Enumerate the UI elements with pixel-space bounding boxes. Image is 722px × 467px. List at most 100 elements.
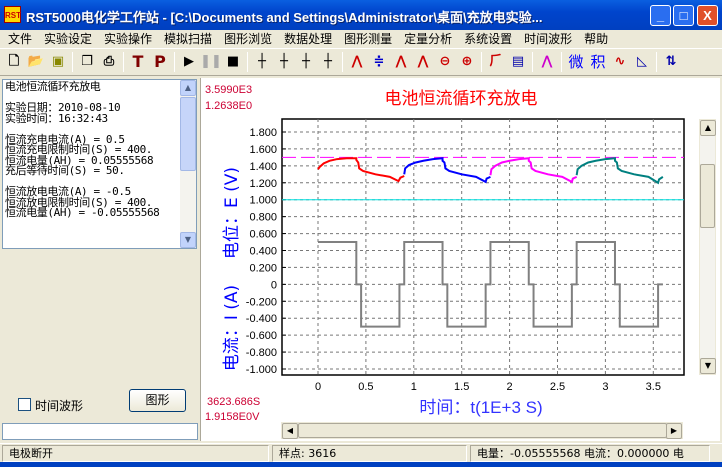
y-tick-label: -0.400: [246, 313, 277, 325]
scroll-thumb[interactable]: [180, 97, 196, 171]
baseline-icon[interactable]: ≑: [373, 54, 385, 69]
menu-item[interactable]: 系统设置: [464, 32, 513, 46]
curve-icon[interactable]: ∿: [614, 54, 626, 69]
scroll-thumb[interactable]: [298, 423, 667, 438]
x-axis-label: 时间：t(1E+3 S): [419, 398, 542, 417]
y-tick-label: 1.400: [249, 161, 277, 173]
title-bar: RST RST5000电化学工作站 - [C:\Documents and Se…: [0, 0, 722, 30]
x-tick-label: 3: [602, 381, 608, 393]
peak-red-icon[interactable]: ⋀: [417, 54, 429, 69]
toolbar-button-微[interactable]: 微: [568, 53, 584, 71]
potential-series-line: [489, 157, 578, 184]
status-charge-current: 电量：-0.05555568 电流：0.000000 电: [470, 445, 710, 462]
experiment-info-box[interactable]: 电池恒流循环充放电 实验日期：2010-08-10 实验时间：16:32:43 …: [2, 79, 197, 249]
menu-item[interactable]: 定量分析: [404, 32, 453, 46]
scroll-right-icon[interactable]: ▶: [666, 423, 682, 439]
potential-series-line: [317, 157, 405, 183]
toolbar-separator: [481, 52, 482, 72]
toolbar-separator: [72, 52, 73, 72]
left-panel: 电池恒流循环充放电 实验日期：2010-08-10 实验时间：16:32:43 …: [0, 78, 200, 441]
menu-item[interactable]: 时间波形: [524, 32, 573, 46]
info-scrollbar[interactable]: ▲ ▼: [180, 80, 196, 248]
zoom-in-icon[interactable]: ⊕: [461, 54, 473, 69]
x-tick-label: 1.5: [454, 381, 469, 393]
toolbar: 🗋 📂 ▣ ❐ ⎙ T P ▶ ❚❚ ■ ┼ ┼ ┼ ┼ ⋀ ≑ ⋀ ⋀ ⊖ ⊕ ⺁ ▤ ⋀ 微积 ∿ ◺ ⇅: [0, 48, 722, 76]
menu-item[interactable]: 帮助: [584, 32, 609, 46]
axis-1-icon[interactable]: ┼: [258, 54, 266, 69]
toolbar-button-积[interactable]: 积: [590, 53, 606, 71]
potential-series-line: [575, 157, 664, 185]
y-tick-label: 0: [271, 279, 277, 291]
y-tick-label: -0.200: [246, 296, 277, 308]
y-tick-label: -0.800: [246, 347, 277, 359]
peak-blue-icon[interactable]: ⋀: [395, 54, 407, 69]
axis-4-icon[interactable]: ┼: [324, 54, 332, 69]
toolbar-separator: [532, 52, 533, 72]
menu-item[interactable]: 文件: [8, 32, 33, 46]
scroll-up-icon[interactable]: ▲: [180, 80, 196, 96]
open-folder-icon[interactable]: 📂: [27, 54, 45, 69]
chart-svg: 0 0.5 1 1.5 2 2.5 3 3.5 1.800 1.600 1.400 1.200 1.00…: [205, 84, 685, 423]
cursor-readout-top1: 3.5990E3: [205, 84, 252, 96]
y-tick-label: 1.800: [249, 127, 277, 139]
maximize-button[interactable]: □: [673, 5, 694, 26]
save-icon[interactable]: ▣: [51, 54, 65, 69]
print-icon[interactable]: ⎙: [103, 54, 115, 69]
overlay-icon[interactable]: ⋀: [541, 54, 553, 69]
y-tick-label: 0.800: [249, 212, 277, 224]
menu-item[interactable]: 数据处理: [284, 32, 333, 46]
toolbar-separator: [342, 52, 343, 72]
toolbar-button-P[interactable]: P: [154, 52, 166, 71]
menu-item[interactable]: 图形浏览: [224, 32, 273, 46]
run-icon[interactable]: ▶: [184, 54, 194, 69]
potential-series-line: [403, 157, 491, 184]
stop-icon[interactable]: ■: [226, 54, 240, 69]
y-tick-label: 1.600: [249, 144, 277, 156]
info-icon[interactable]: ⇅: [665, 54, 677, 69]
scroll-left-icon[interactable]: ◀: [282, 423, 298, 439]
menu-item[interactable]: 图形测量: [344, 32, 393, 46]
x-tick-label: 3.5: [646, 381, 661, 393]
data-table-icon[interactable]: ▤: [511, 54, 525, 69]
toolbar-separator: [561, 52, 562, 72]
y-tick-label: 0.200: [249, 262, 277, 274]
axis-2-icon[interactable]: ┼: [280, 54, 288, 69]
y-axis-label-current: 电流：I (A): [222, 285, 242, 371]
time-waveform-label: 时间波形: [35, 399, 84, 413]
toolbar-separator: [247, 52, 248, 72]
minimize-button[interactable]: _: [650, 5, 671, 26]
menu-item[interactable]: 模拟扫描: [164, 32, 213, 46]
x-tick-label: 2: [507, 381, 513, 393]
y-tick-label: -0.600: [246, 330, 277, 342]
toolbar-button-T[interactable]: T: [132, 52, 144, 71]
scroll-up-icon[interactable]: ▲: [700, 120, 716, 136]
pause-icon[interactable]: ❚❚: [200, 54, 222, 69]
measure-icon[interactable]: ◺: [637, 54, 647, 69]
scroll-down-icon[interactable]: ▼: [180, 232, 196, 248]
smooth-icon[interactable]: ⺁: [489, 54, 503, 69]
cursor-readout-top2: 1.2638E0: [205, 100, 252, 112]
y-tick-label: 1.200: [249, 178, 277, 190]
graph-button[interactable]: 图形: [129, 389, 186, 412]
app-logo-icon: RST: [4, 6, 21, 23]
time-waveform-checkbox[interactable]: [18, 398, 31, 411]
window-border: [0, 462, 722, 467]
new-file-icon[interactable]: 🗋: [8, 54, 20, 69]
close-button[interactable]: X: [697, 5, 718, 26]
axis-3-icon[interactable]: ┼: [302, 54, 310, 69]
y-tick-label: 1.000: [249, 195, 277, 207]
experiment-info-text: 电池恒流循环充放电 实验日期：2010-08-10 实验时间：16:32:43 …: [5, 80, 160, 219]
x-tick-label: 1: [411, 381, 417, 393]
menu-item[interactable]: 实验设定: [44, 32, 93, 46]
zoom-out-icon[interactable]: ⊖: [439, 54, 451, 69]
cursor-readout-bottom2: 1.9158E0V: [205, 411, 260, 423]
command-input[interactable]: [2, 423, 198, 440]
chart-vertical-scrollbar[interactable]: ▲ ▼: [699, 119, 716, 375]
chart-horizontal-scrollbar[interactable]: ◀ ▶: [281, 422, 683, 439]
scroll-thumb[interactable]: [700, 164, 715, 228]
menu-item[interactable]: 实验操作: [104, 32, 153, 46]
copy-icon[interactable]: ❐: [81, 54, 93, 69]
scroll-down-icon[interactable]: ▼: [700, 358, 716, 374]
status-connection: 电极断开: [2, 445, 269, 462]
peak-height-icon[interactable]: ⋀: [351, 54, 363, 69]
